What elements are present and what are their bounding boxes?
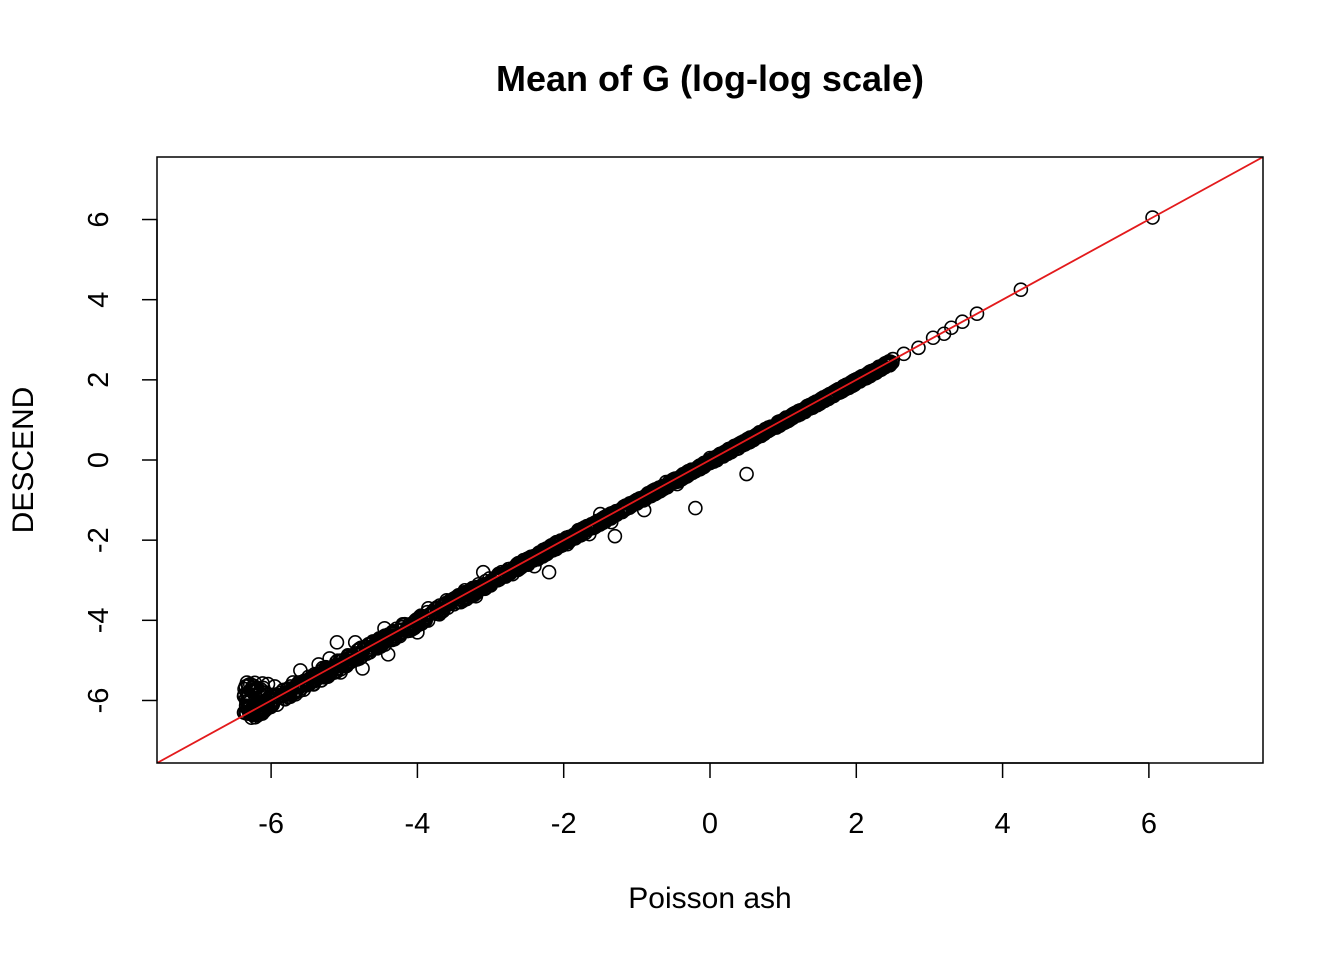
data-point — [293, 663, 308, 678]
y-tick-label: -4 — [83, 607, 115, 633]
data-point — [688, 500, 703, 516]
data-point — [244, 684, 260, 699]
data-point — [739, 466, 754, 482]
x-axis: -6 -4 -2 0 2 4 6 — [258, 762, 1157, 840]
data-point — [295, 676, 311, 692]
data-point — [896, 346, 912, 362]
data-point — [410, 625, 425, 640]
data-point — [594, 512, 609, 527]
y-axis: -6 -4 -2 0 2 4 6 — [83, 211, 158, 714]
y-tick-label: 4 — [83, 292, 115, 308]
data-point — [249, 681, 264, 696]
y-tick-label: -2 — [83, 527, 115, 553]
data-point — [625, 496, 641, 512]
data-point — [340, 651, 356, 666]
chart-title: Mean of G (log-log scale) — [495, 58, 925, 99]
data-point — [836, 378, 851, 394]
data-point — [454, 586, 470, 602]
data-point — [274, 689, 290, 704]
data-point — [881, 356, 897, 372]
data-point — [911, 340, 926, 356]
data-point — [468, 588, 484, 604]
data-point — [787, 408, 802, 423]
x-tick-label: -6 — [258, 808, 284, 840]
y-tick-label: 2 — [83, 372, 115, 388]
y-tick-label: -6 — [83, 688, 115, 714]
x-tick-label: 2 — [848, 808, 864, 840]
data-point — [516, 552, 531, 568]
reference-line-layer — [157, 157, 1263, 763]
data-point — [867, 362, 882, 378]
data-point — [483, 574, 498, 590]
data-point — [491, 566, 506, 582]
data-point — [713, 448, 729, 464]
data-point — [333, 665, 348, 680]
x-tick-label: -2 — [551, 808, 577, 840]
x-tick-label: 6 — [1141, 808, 1157, 840]
data-point — [658, 474, 674, 490]
data-point — [549, 534, 564, 550]
data-point — [783, 410, 798, 426]
x-axis-label: Poisson ash — [628, 882, 792, 915]
data-point — [300, 673, 315, 688]
data-point — [618, 501, 633, 517]
x-tick-label: 0 — [702, 808, 718, 840]
data-point — [636, 502, 652, 518]
data-point — [460, 586, 475, 602]
data-point — [1013, 282, 1029, 297]
data-point — [589, 516, 605, 532]
data-point — [420, 607, 436, 623]
data-point — [603, 514, 619, 530]
data-point — [955, 314, 970, 330]
data-point — [856, 370, 871, 386]
data-point — [322, 651, 337, 666]
data-point — [355, 661, 370, 676]
x-tick-label: -4 — [405, 808, 431, 840]
data-point — [494, 564, 509, 580]
data-point — [380, 647, 396, 662]
data-point — [329, 635, 345, 650]
data-point — [841, 378, 857, 394]
data-point — [529, 549, 545, 564]
data-point — [827, 386, 842, 402]
data-point — [607, 528, 623, 544]
data-point — [267, 679, 283, 694]
identity-reference-line — [157, 157, 1263, 763]
data-point — [527, 558, 542, 574]
data-point — [413, 609, 429, 624]
y-tick-label: 6 — [83, 211, 115, 227]
data-point — [582, 526, 597, 542]
data-point — [347, 635, 363, 650]
y-tick-label: 0 — [83, 452, 115, 468]
data-point — [680, 466, 696, 482]
data-point — [541, 564, 557, 580]
data-point — [702, 450, 718, 466]
data-point — [944, 320, 959, 336]
data-point — [377, 621, 392, 636]
data-point — [238, 705, 253, 720]
data-point — [384, 629, 400, 644]
data-point — [315, 663, 330, 678]
data-point — [256, 685, 272, 700]
data-point — [768, 418, 784, 434]
data-point — [1145, 210, 1160, 225]
data-point — [724, 442, 740, 458]
data-point — [691, 460, 707, 476]
data-point — [355, 642, 370, 658]
data-points — [236, 210, 1160, 726]
data-point — [475, 564, 491, 580]
x-tick-label: 4 — [995, 808, 1011, 840]
data-point — [969, 306, 985, 322]
